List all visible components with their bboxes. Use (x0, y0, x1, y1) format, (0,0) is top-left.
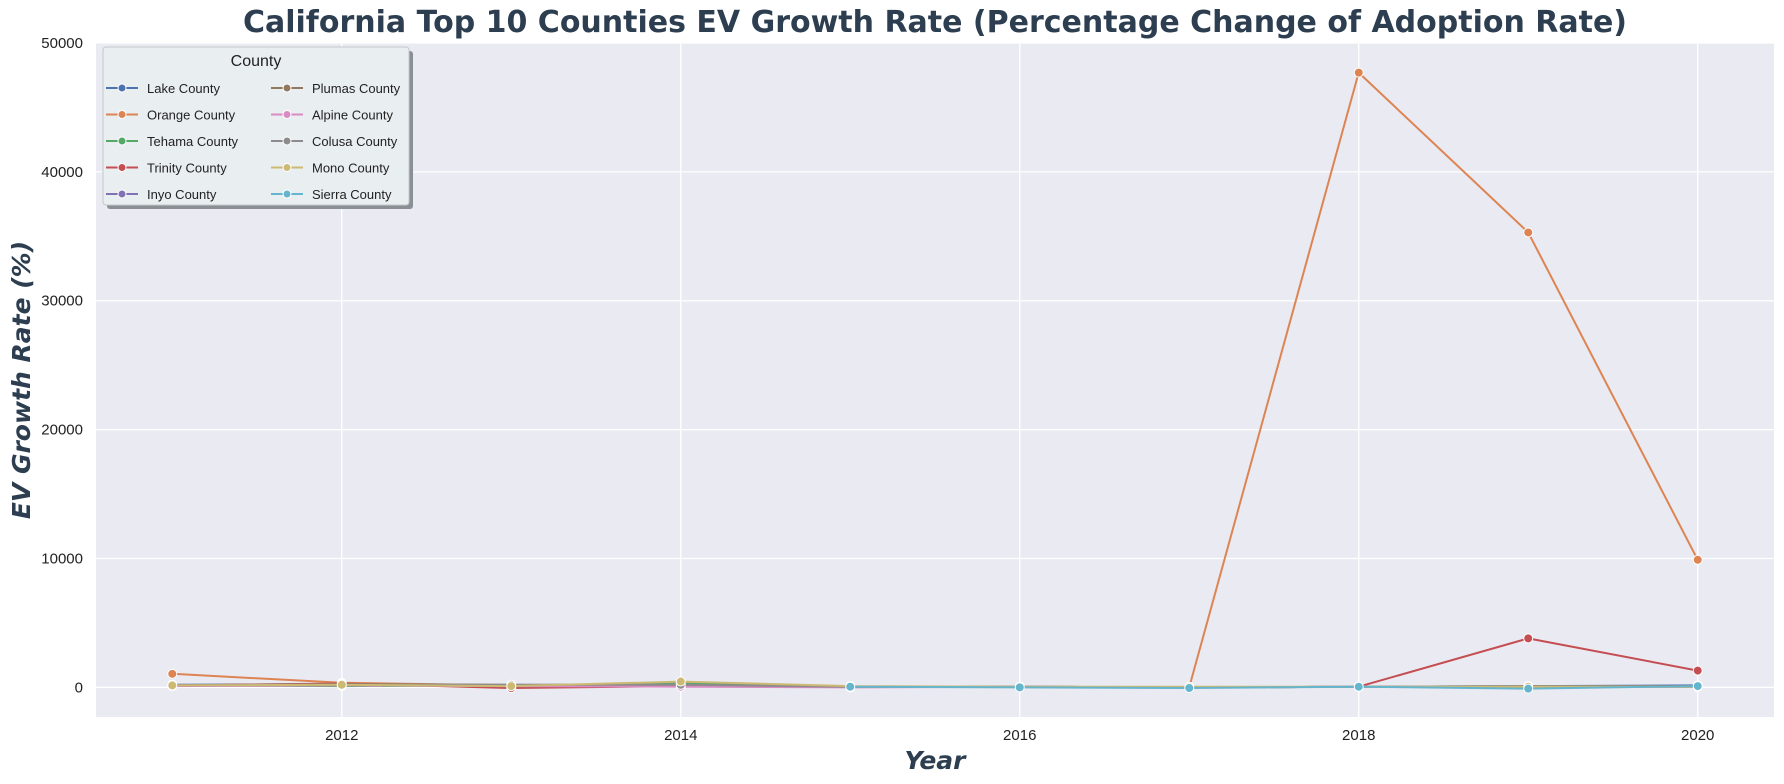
x-tick-label: 2014 (664, 727, 697, 744)
legend-item-trinity-county: Trinity County (106, 161, 227, 176)
legend-label: Lake County (147, 81, 220, 96)
series-layer (167, 67, 1703, 694)
legend-item-alpine-county: Alpine County (271, 108, 393, 123)
data-point-sierra-county (1353, 681, 1364, 692)
data-point-orange-county (1692, 554, 1703, 565)
legend-item-orange-county: Orange County (106, 108, 236, 123)
legend-marker (282, 83, 292, 93)
legend-item-plumas-county: Plumas County (271, 81, 401, 96)
legend-item-lake-county: Lake County (106, 81, 220, 96)
series-sierra-county (845, 681, 1703, 694)
legend-marker (282, 189, 292, 199)
chart-title: California Top 10 Counties EV Growth Rat… (243, 5, 1627, 40)
y-tick-label: 10000 (41, 550, 83, 567)
legend-marker (282, 163, 292, 172)
y-tick-label: 40000 (41, 164, 83, 181)
legend-marker (282, 110, 292, 119)
legend-item-mono-county: Mono County (271, 161, 390, 176)
data-point-mono-county (167, 680, 178, 691)
x-tick-label: 2020 (1681, 727, 1714, 744)
x-tick-label: 2018 (1342, 727, 1375, 744)
legend-marker (117, 136, 127, 146)
legend-label: Sierra County (312, 187, 392, 202)
legend: County Lake County Orange County Tehama Co… (102, 46, 413, 209)
legend-item-sierra-county: Sierra County (271, 187, 392, 202)
legend-title: County (231, 53, 282, 70)
data-point-orange-county (1353, 67, 1364, 78)
x-tick-label: 2012 (325, 727, 358, 744)
y-axis-label: EV Growth Rate (%) (7, 241, 36, 519)
legend-label: Orange County (147, 108, 236, 123)
legend-label: Mono County (312, 161, 390, 176)
legend-item-colusa-county: Colusa County (271, 134, 398, 149)
legend-item-tehama-county: Tehama County (106, 134, 239, 149)
data-point-mono-county (675, 676, 686, 687)
legend-items: Lake County Orange County Tehama County Tri… (106, 81, 401, 202)
legend-label: Alpine County (312, 108, 393, 123)
y-tick-label: 30000 (41, 293, 83, 310)
data-point-sierra-county (845, 681, 856, 692)
data-point-mono-county (506, 681, 517, 692)
legend-marker (117, 83, 127, 93)
data-point-orange-county (1523, 227, 1534, 238)
legend-box (102, 46, 410, 206)
data-point-sierra-county (1184, 683, 1195, 694)
x-axis-label: Year (904, 746, 967, 775)
series-line-sierra-county (850, 685, 1698, 690)
y-tick-label: 0 (75, 679, 83, 696)
data-point-sierra-county (1523, 683, 1534, 694)
legend-marker (117, 189, 127, 199)
data-point-trinity-county (1692, 665, 1703, 676)
legend-label: Colusa County (312, 134, 398, 149)
ticks: 2012 2014 2016 2018 2020 0 10000 20000 30000 4000… (41, 35, 1714, 744)
data-point-orange-county (167, 668, 178, 679)
legend-label: Tehama County (147, 134, 239, 149)
data-point-mono-county (336, 679, 347, 690)
legend-marker (282, 136, 292, 146)
data-point-sierra-county (1692, 681, 1703, 692)
y-tick-label: 20000 (41, 422, 83, 439)
data-point-trinity-county (1523, 633, 1534, 644)
data-point-sierra-county (1014, 682, 1025, 693)
legend-item-inyo-county: Inyo County (106, 187, 217, 202)
legend-label: Trinity County (147, 161, 227, 176)
x-tick-label: 2016 (1003, 727, 1036, 744)
legend-label: Inyo County (147, 187, 217, 202)
grid (96, 42, 1774, 717)
legend-marker (117, 110, 127, 119)
y-tick-label: 50000 (41, 35, 83, 52)
legend-label: Plumas County (312, 81, 401, 96)
legend-marker (117, 163, 127, 172)
